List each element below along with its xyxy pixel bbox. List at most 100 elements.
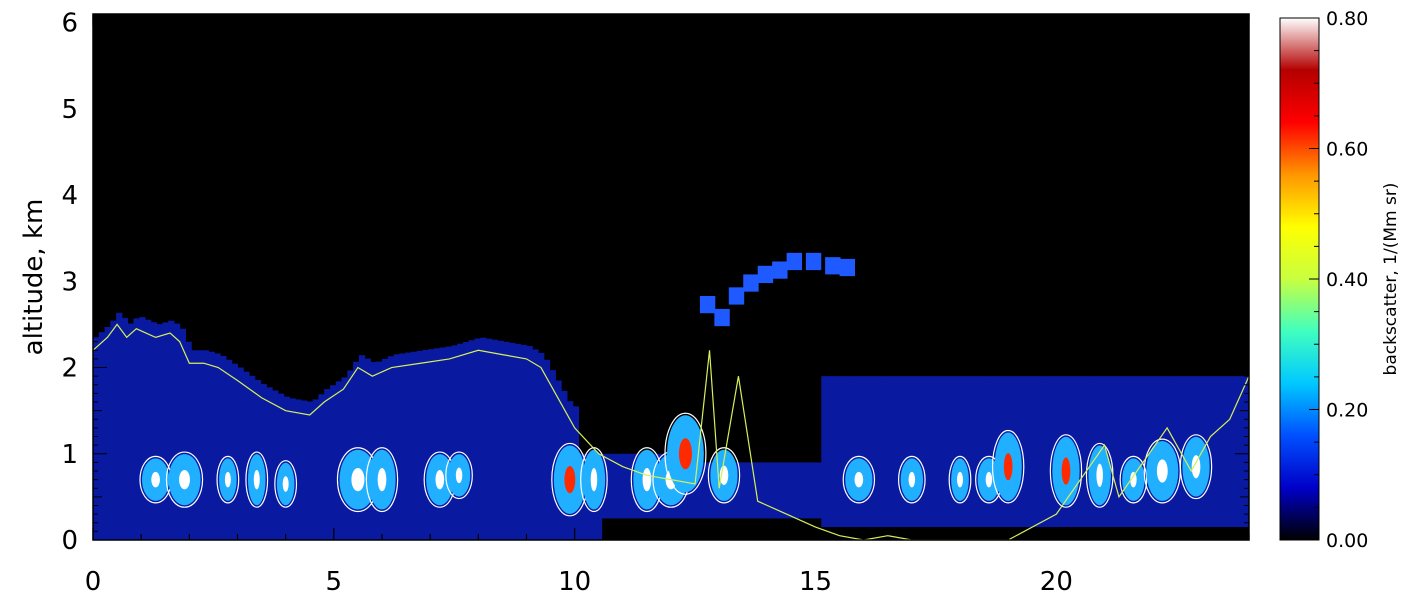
heatmap-cell [902,376,909,528]
heatmap-cell [746,462,753,519]
heatmap-cell [445,346,452,540]
heatmap-cell [382,358,389,540]
cloud-core [435,469,445,490]
heatmap-cell [341,377,348,540]
heatmap-cell [150,322,158,540]
heatmap-cell [526,345,533,540]
heatmap-cell [884,376,892,528]
heatmap-cell [93,337,100,540]
heatmap-cell [907,376,915,528]
heatmap-cell [977,376,984,528]
heatmap-cell [1220,376,1227,528]
heatmap-cell [988,376,996,528]
heatmap-cell [805,252,822,271]
heatmap-cell [468,340,475,540]
y-tick-label: 0 [61,526,78,556]
heatmap-cell [832,376,840,528]
heatmap-cell [243,371,250,540]
heatmap-cell [896,376,903,528]
heatmap-cell [306,401,314,540]
heatmap-cell [743,274,759,292]
heatmap-cell [815,462,822,519]
heatmap-cell [1110,376,1117,528]
heatmap-cell [405,352,412,540]
heatmap-cell [1121,376,1129,528]
y-tick-label: 1 [61,440,78,470]
heatmap-cell [1046,376,1053,528]
heatmap-cell [1214,376,1221,528]
y-tick-label: 3 [61,267,78,297]
heatmap-cell [699,462,707,519]
cloud-contour [1179,434,1213,500]
heatmap-cell [1243,376,1250,528]
heatmap-cell [133,318,140,540]
heatmap-cell [780,462,788,519]
heatmap-cell [110,320,117,540]
heatmap-cell [1116,376,1123,528]
heatmap-cell [867,376,874,528]
heatmap-cell [942,376,949,528]
heatmap-cell [497,340,504,540]
heatmap-cell [1225,376,1233,528]
heatmap-cell [751,462,759,519]
heatmap-cell [231,363,238,540]
heatmap-cell [838,376,845,528]
heatmap-cell [960,376,967,528]
heatmap-cell [422,350,429,540]
heatmap-cell [439,347,447,540]
heatmap-cell [821,376,828,528]
heatmap-cell [98,332,106,540]
cloud-core [1130,471,1137,488]
heatmap-cell [803,462,811,519]
heatmap-cell [191,350,198,540]
cloud-core [908,471,916,488]
heatmap-cell [335,381,343,540]
heatmap-cell [624,453,632,519]
heatmap-cell [289,398,296,540]
heatmap-cell [936,376,944,528]
heatmap-cell [491,339,499,540]
cloud-core [282,476,289,492]
heatmap-cell [474,338,481,540]
heatmap-cell [855,376,863,528]
cloud-contour [445,451,473,500]
heatmap-cell [607,453,614,519]
colorbar-axis: 0.00 0.20 0.40 0.60 0.80 [1309,8,1368,552]
heatmap-cell [549,370,556,540]
cloud-core [854,471,864,488]
heatmap-cell [225,359,233,540]
cloud-contour [842,455,876,504]
cloud-core [957,471,963,488]
heatmap-cell [462,341,470,540]
heatmap-cell [127,323,134,540]
heatmap-cell [318,394,325,540]
colorbar-tick-label: 0.00 [1326,530,1368,552]
heatmap-cell [890,376,897,528]
cloud-contour [948,455,972,504]
heatmap-cell [451,345,458,540]
heatmap-cell [728,287,745,305]
heatmap-cell [509,342,516,540]
heatmap-cell [983,376,990,528]
heatmap-cell [965,376,973,528]
cloud-core [1156,459,1168,483]
heatmap-cell [503,341,510,540]
heatmap-cell [237,367,244,540]
cloud-core [351,467,365,492]
boundary-line-layer [92,323,1250,541]
cloud-core [985,471,993,488]
heatmap-cell [295,399,302,540]
heatmap-cell [769,462,776,519]
cloud-contour [898,455,926,504]
heatmap-cell [393,354,400,540]
heatmap-cell [532,349,539,540]
heatmap-cell [772,261,788,279]
colorbar-tick-label: 0.80 [1326,8,1368,30]
cloud-core [590,467,598,492]
heatmap-cell [168,320,175,540]
heatmap-cell [844,376,851,528]
heatmap-cell [694,462,701,519]
colorbar-label: backscatter, 1/(Mm sr) [1381,183,1401,376]
heatmap-cell [145,319,152,540]
